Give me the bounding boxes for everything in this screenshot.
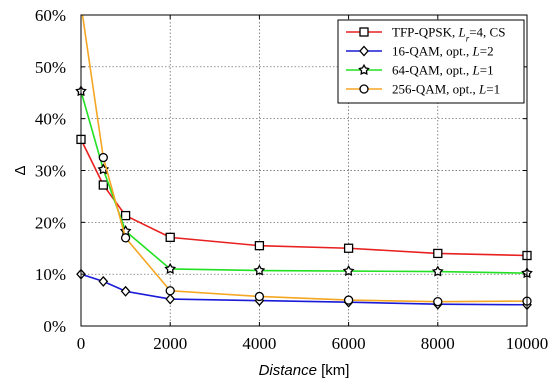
y-axis-label: Δ bbox=[12, 165, 29, 175]
legend-label: 16-QAM, opt., L=2 bbox=[392, 44, 494, 59]
data-point bbox=[120, 285, 131, 297]
series-line bbox=[81, 273, 527, 306]
x-tick-label: 0 bbox=[77, 334, 86, 353]
data-point bbox=[98, 152, 108, 163]
x-tick-label: 2000 bbox=[153, 334, 187, 353]
data-point bbox=[165, 232, 175, 243]
series-4 bbox=[81, 15, 532, 307]
series-line bbox=[81, 90, 527, 274]
x-tick-label: 6000 bbox=[332, 334, 366, 353]
data-point bbox=[433, 248, 443, 259]
x-tick-label: 8000 bbox=[421, 334, 455, 353]
legend-item: 256-QAM, opt., L=1 bbox=[346, 82, 500, 97]
legend-marker bbox=[359, 27, 369, 37]
legend-label: TFP-QPSK, Lr=4, CS bbox=[392, 25, 505, 44]
series-line-group bbox=[81, 15, 527, 303]
series-3 bbox=[75, 85, 533, 279]
y-tick-label: 40% bbox=[35, 110, 66, 129]
series-line-group bbox=[81, 90, 527, 274]
series-1 bbox=[76, 134, 532, 261]
data-point bbox=[343, 243, 354, 253]
x-axis: 0 2000 4000 6000 8000 10000 bbox=[77, 15, 549, 353]
data-point bbox=[433, 296, 443, 307]
data-point bbox=[254, 291, 265, 302]
x-axis-label: Distance [km] bbox=[259, 362, 350, 379]
y-tick-label: 30% bbox=[35, 162, 66, 181]
x-tick-label: 10000 bbox=[506, 334, 549, 353]
legend-marker bbox=[358, 63, 370, 75]
data-point bbox=[98, 180, 108, 190]
data-point bbox=[164, 262, 177, 274]
y-tick-label: 60% bbox=[35, 6, 66, 25]
data-point bbox=[431, 265, 444, 277]
data-point bbox=[165, 293, 176, 305]
series-line-group bbox=[81, 139, 527, 257]
series-line-group bbox=[81, 273, 527, 306]
y-tick-label: 0% bbox=[43, 317, 66, 336]
y-tick-label: 20% bbox=[35, 213, 66, 232]
data-point bbox=[343, 295, 354, 305]
legend-label: 64-QAM, opt., L=1 bbox=[392, 63, 494, 78]
data-point bbox=[253, 264, 266, 276]
x-axis-label-unit: [km] bbox=[317, 362, 350, 379]
series-line bbox=[81, 139, 527, 257]
x-axis-label-name: Distance bbox=[259, 362, 317, 379]
data-point bbox=[342, 264, 355, 277]
data-point bbox=[254, 241, 265, 251]
legend-item: 16-QAM, opt., L=2 bbox=[346, 44, 494, 59]
legend-item: TFP-QPSK, Lr=4, CS bbox=[346, 25, 505, 44]
series-layer bbox=[75, 15, 533, 311]
x-tick-label: 4000 bbox=[242, 334, 276, 353]
legend-item: 64-QAM, opt., L=1 bbox=[346, 63, 494, 78]
legend-label: 256-QAM, opt., L=1 bbox=[392, 82, 500, 97]
series-2 bbox=[76, 268, 532, 311]
data-point bbox=[165, 286, 175, 296]
series-line bbox=[81, 15, 527, 303]
legend-marker bbox=[359, 45, 369, 57]
y-tick-label: 50% bbox=[35, 58, 66, 77]
data-point bbox=[120, 210, 131, 221]
data-point bbox=[120, 233, 131, 243]
y-tick-label: 10% bbox=[35, 265, 66, 284]
legend-marker bbox=[359, 84, 369, 94]
data-point bbox=[98, 275, 109, 287]
